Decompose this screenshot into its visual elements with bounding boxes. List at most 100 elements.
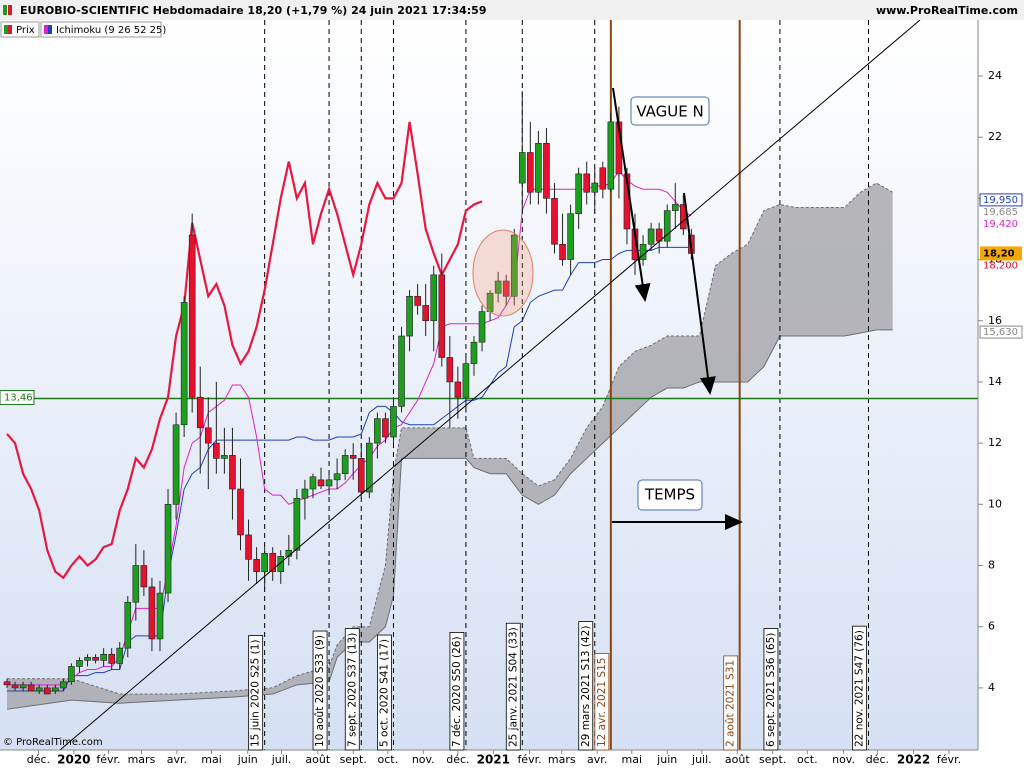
candle-body (366, 442, 373, 493)
x-tick-label: mars (128, 753, 156, 766)
vertical-line-label: 7 sept. 2020 S37 (13) (346, 633, 358, 747)
candle-body (325, 479, 333, 487)
legend-item[interactable] (40, 21, 162, 38)
price-label: 18,20 (983, 248, 1015, 259)
candle-body (567, 213, 574, 260)
candle-body (35, 687, 43, 692)
candle-body (76, 660, 83, 667)
candle-body (454, 381, 462, 398)
x-tick-label: mai (622, 753, 643, 766)
candle-body (196, 396, 204, 429)
candle-body (551, 198, 558, 245)
vertical-line-label: 5 oct. 2020 S41 (17) (378, 639, 390, 747)
header-icon (3, 5, 7, 15)
vertical-line-label-box (594, 653, 610, 751)
candle-body (213, 442, 220, 459)
vertical-line-label-box (723, 655, 739, 751)
candle-body (116, 647, 124, 664)
x-tick-label: juin (237, 753, 258, 766)
candle-body (591, 182, 599, 193)
vertical-line-label: 22 nov. 2021 S47 (76) (854, 630, 866, 747)
x-tick-label: sept. (759, 753, 786, 766)
candle-body (510, 234, 518, 297)
x-tick-label: juil. (271, 753, 292, 766)
header-site[interactable]: www.ProRealTime.com (876, 4, 1018, 17)
chikou-line (6, 121, 483, 580)
candle-body (253, 559, 260, 572)
x-tick-label: févr. (96, 753, 120, 766)
candle-body (277, 556, 285, 572)
candle-body (204, 427, 212, 444)
candle-body (349, 455, 357, 459)
vertical-line-label-box (312, 630, 328, 751)
candle-body (52, 687, 59, 692)
candle-body (333, 473, 341, 481)
candle-body (245, 534, 252, 560)
x-tick-label: déc. (446, 753, 469, 766)
y-tick-label: 14 (988, 375, 1002, 388)
candle-body (3, 681, 11, 686)
candle-body (124, 601, 132, 649)
x-tick-label: avr. (587, 753, 607, 766)
candle-body (156, 592, 164, 640)
candle-body (663, 210, 671, 242)
trend-line (59, 19, 921, 751)
candle-body (398, 335, 405, 407)
candle-body (11, 684, 19, 689)
x-tick-label: oct. (797, 753, 818, 766)
y-tick-label: 22 (988, 130, 1002, 143)
x-tick-label: déc. (27, 753, 50, 766)
vertical-line-label-box (344, 628, 360, 751)
price-label: 19,685 (983, 207, 1018, 218)
vertical-line-label: 2 août 2021 S31 (725, 660, 737, 747)
x-tick-label: juin (656, 753, 677, 766)
x-tick-label: déc. (866, 753, 889, 766)
candle-body (19, 684, 27, 689)
candle-body (92, 656, 99, 661)
hline-label: 13,46 (4, 392, 33, 403)
y-axis-area (978, 20, 1024, 768)
copyright: © ProRealTime.com (3, 737, 103, 748)
candle-body (438, 274, 446, 358)
candle-body (164, 504, 172, 594)
vertical-line-label: 6 sept. 2021 S36 (65) (765, 633, 777, 747)
candle-body (406, 295, 413, 337)
candle-body (188, 234, 196, 398)
price-label-box (979, 325, 1023, 339)
x-tick-label: nov. (412, 753, 435, 766)
legend-swatch (8, 25, 12, 34)
candle-body (607, 121, 615, 190)
candle-body (269, 552, 276, 572)
x-tick-label: 2022 (897, 753, 930, 767)
x-tick-label: nov. (832, 753, 855, 766)
candle-body (100, 653, 107, 661)
arrow (683, 192, 716, 395)
vertical-line-label-box (505, 622, 521, 751)
x-tick-label: août (725, 753, 750, 766)
header-title: EUROBIO-SCIENTIFIC Hebdomadaire 18,20 (+… (20, 4, 486, 17)
candle-body (60, 681, 67, 689)
candle-body (374, 418, 381, 444)
candle-body (140, 565, 148, 588)
candle-body (422, 305, 429, 322)
vertical-line-label-box (248, 635, 264, 751)
plot-area (0, 20, 978, 750)
price-label: 18,200 (983, 260, 1018, 271)
candle-body (430, 274, 438, 322)
candle-body (43, 687, 51, 695)
candle-body (108, 653, 115, 664)
annotation: TEMPS (644, 486, 695, 504)
candle-body (543, 142, 550, 199)
vertical-line-label: 12 avr. 2021 S15 (596, 658, 608, 747)
annotation-box (630, 96, 710, 126)
legend-swatch (4, 25, 8, 34)
x-tick-label: 2020 (57, 753, 90, 767)
vertical-line-label-box (578, 621, 594, 751)
x-tick-label: août (305, 753, 330, 766)
price-label: 15,630 (983, 327, 1018, 338)
overlay: VAGUE N TEMPS (59, 19, 921, 751)
candle-body (301, 488, 309, 499)
legend-swatch (48, 25, 52, 34)
candle-body (309, 476, 317, 490)
